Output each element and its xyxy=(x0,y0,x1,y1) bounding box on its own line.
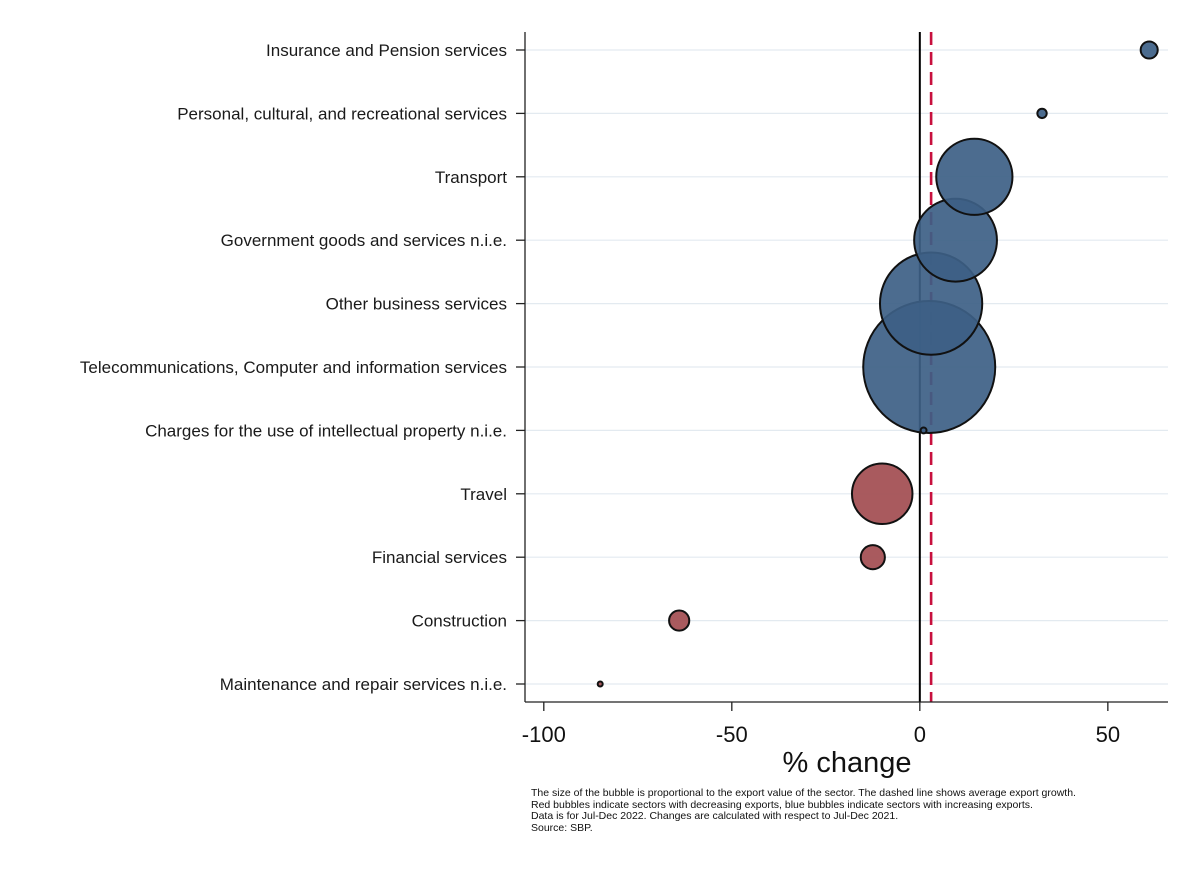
y-tick-label: Maintenance and repair services n.i.e. xyxy=(220,675,507,694)
x-tick-label: -50 xyxy=(716,722,748,747)
y-tick-label: Insurance and Pension services xyxy=(266,41,507,60)
y-tick-label: Other business services xyxy=(326,295,507,314)
x-axis-labels: -100 -50 0 50 xyxy=(522,722,1120,747)
note-line: The size of the bubble is proportional t… xyxy=(531,787,1076,799)
data-bubble xyxy=(668,609,691,632)
axes xyxy=(516,32,1168,711)
x-tick-label: 0 xyxy=(914,722,926,747)
y-tick-label: Charges for the use of intellectual prop… xyxy=(145,421,507,440)
data-bubble xyxy=(919,426,928,435)
data-bubble xyxy=(859,544,886,571)
data-bubble xyxy=(935,137,1014,216)
data-bubble xyxy=(1036,107,1048,120)
y-tick-label: Personal, cultural, and recreational ser… xyxy=(177,104,507,123)
x-tick-label: 50 xyxy=(1096,722,1120,747)
y-tick-label: Financial services xyxy=(372,548,507,567)
x-axis-title: % change xyxy=(783,747,912,779)
y-tick-label: Transport xyxy=(435,168,507,187)
y-tick-label: Construction xyxy=(412,612,507,631)
data-bubble xyxy=(1139,40,1159,60)
bubbles xyxy=(596,40,1159,688)
note-line: Red bubbles indicate sectors with decrea… xyxy=(531,798,1033,811)
chart-notes: The size of the bubble is proportional t… xyxy=(531,787,1191,834)
data-bubble xyxy=(596,680,604,688)
y-tick-label: Telecommunications, Computer and informa… xyxy=(80,358,507,377)
note-line: Data is for Jul-Dec 2022. Changes are ca… xyxy=(531,810,899,822)
y-tick-label: Travel xyxy=(460,485,507,504)
x-tick-label: -100 xyxy=(522,722,566,747)
y-tick-label: Government goods and services n.i.e. xyxy=(221,231,507,250)
note-line: Source: SBP. xyxy=(531,821,593,834)
data-bubble xyxy=(850,462,914,526)
gridlines xyxy=(525,49,1168,685)
y-axis-labels: Insurance and Pension services Personal, … xyxy=(80,41,507,694)
